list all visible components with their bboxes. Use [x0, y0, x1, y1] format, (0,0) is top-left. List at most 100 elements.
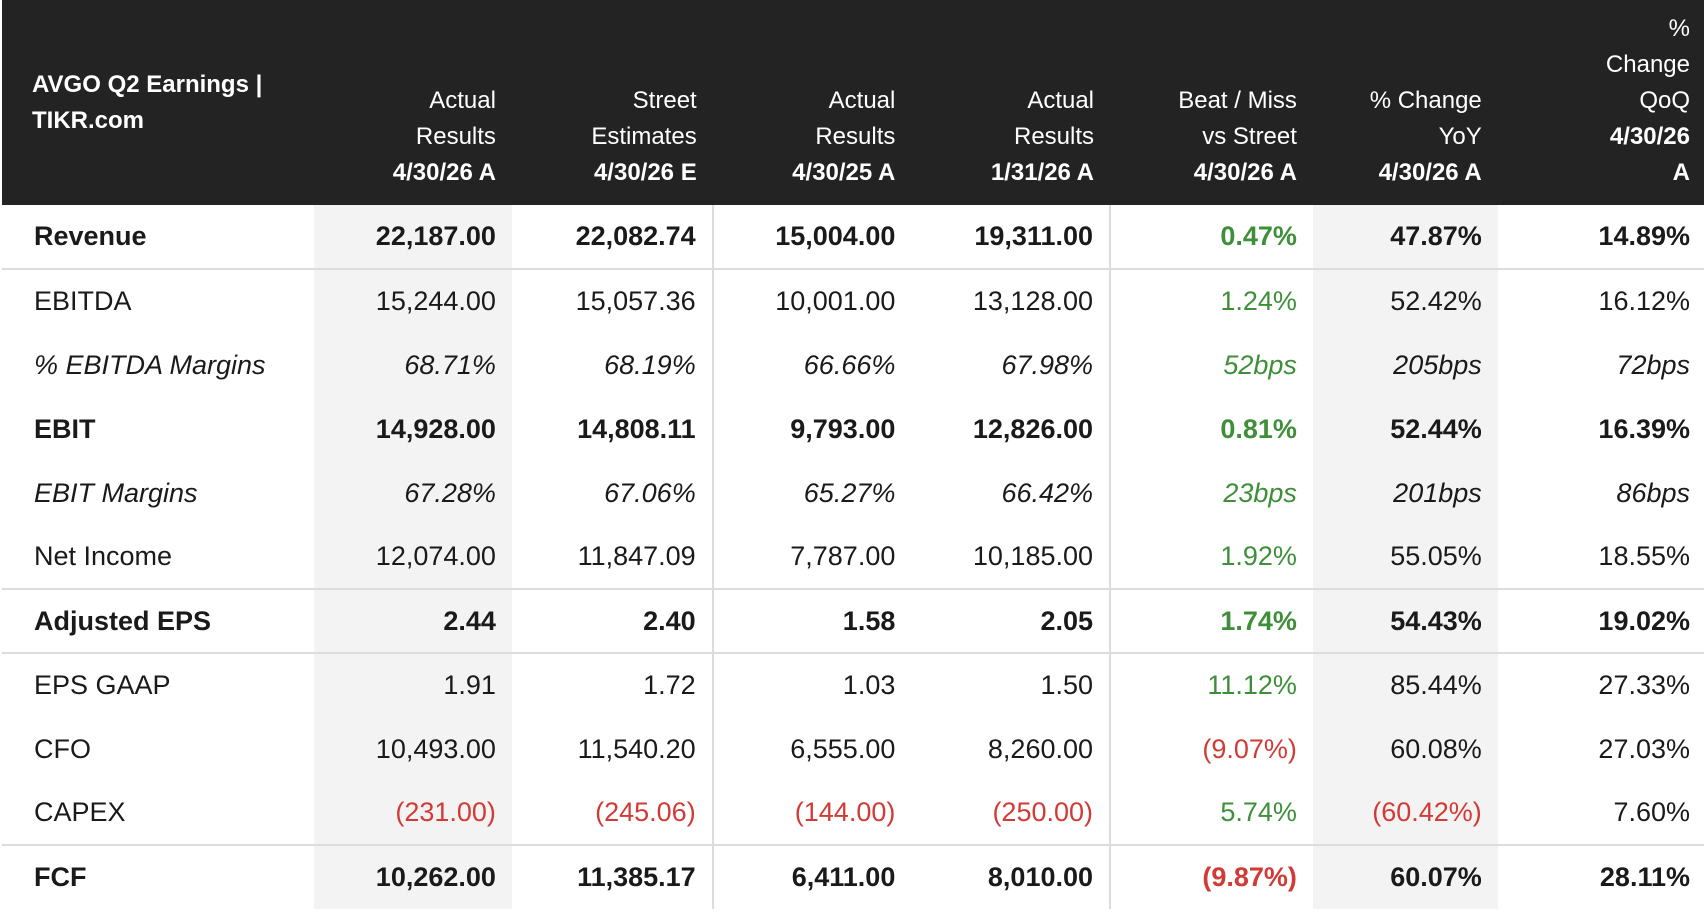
row-label: % EBITDA Margins: [34, 349, 266, 380]
table-cell: 15,004.00: [712, 205, 912, 270]
column-header-date: 4/30/26 A: [392, 159, 496, 186]
table-cell: 16.39%: [1598, 413, 1690, 444]
table-cell: 1.92%: [1110, 525, 1313, 590]
table-cell: 67.98%: [911, 333, 1112, 397]
column-header-line: Estimates: [591, 123, 697, 150]
table-cell: 15,244.00: [314, 269, 512, 333]
row-label: EPS GAAP: [34, 670, 171, 700]
table-cell: 5.74%: [1110, 781, 1313, 846]
table-cell: 8,260.00: [911, 717, 1112, 781]
table-cell: 10,493.00: [314, 717, 512, 781]
table-cell: 1.03: [842, 670, 896, 700]
table-cell: 65.27%: [803, 477, 896, 508]
table-row-adjusted-eps: Adjusted EPS 2.44 2.40 1.58 2.05 1.74% 54.43% 1…: [2, 589, 1704, 654]
column-header-line: Street: [632, 87, 697, 114]
table-cell: 67.28%: [314, 461, 512, 525]
table-cell: 1.24%: [1220, 286, 1297, 316]
table-title-line1: AVGO Q2 Earnings |: [32, 70, 263, 98]
table-cell: 18.55%: [1497, 525, 1704, 590]
table-cell: (144.00): [712, 781, 912, 846]
column-header-date: 4/30/26: [1609, 123, 1690, 150]
row-label: Revenue: [2, 205, 315, 270]
table-cell: 205bps: [1312, 333, 1498, 397]
column-header-date: A: [1672, 159, 1690, 186]
table-cell: 52bps: [1223, 349, 1297, 380]
table-cell: 52.42%: [1312, 269, 1498, 333]
table-cell: 8,010.00: [911, 845, 1112, 909]
column-header-line: % Change: [1369, 87, 1482, 114]
table-cell: 12,826.00: [911, 397, 1112, 461]
column-header-date: 4/30/26 E: [593, 159, 697, 186]
table-cell: 1.91: [314, 653, 512, 717]
table-cell: 2.40: [511, 589, 714, 654]
table-cell: 1.72: [511, 653, 714, 717]
table-cell: 6,411.00: [791, 862, 896, 892]
table-row-eps-gaap: EPS GAAP 1.91 1.72 1.03 1.50 11.12% 85.44% 27.3…: [2, 653, 1704, 717]
column-header-change-qoq: % Change QoQ 4/30/26 A: [1498, 0, 1704, 205]
table-cell: 14.89%: [1497, 205, 1704, 270]
row-label: FCF: [34, 862, 87, 892]
column-header-line: Actual: [828, 87, 896, 114]
table-cell: 6,555.00: [790, 733, 896, 764]
table-row-cfo: CFO 10,493.00 11,540.20 6,555.00 8,260.00 (9.…: [2, 717, 1704, 781]
table-cell: 52.44%: [1312, 397, 1498, 461]
table-row-ebitda-margins: % EBITDA Margins 68.71% 68.19% 66.66% 67.98%…: [2, 333, 1704, 397]
row-label: EBIT: [34, 413, 96, 444]
table-cell: 54.43%: [1312, 589, 1498, 654]
column-header-line: YoY: [1438, 123, 1482, 150]
table-cell: 86bps: [1616, 477, 1690, 508]
table-cell: 11,540.20: [511, 717, 714, 781]
table-row-fcf: FCF 10,262.00 11,385.17 6,411.00 8,010.00 (9.…: [2, 845, 1704, 909]
column-header-line: Actual: [1027, 87, 1095, 114]
table-cell: 201bps: [1312, 461, 1498, 525]
table-cell: 68.19%: [511, 333, 714, 397]
table-cell: 19,311.00: [911, 205, 1112, 270]
table-cell: 67.06%: [511, 461, 714, 525]
table-cell: 66.66%: [803, 349, 896, 380]
table-cell: 10,262.00: [314, 845, 512, 909]
column-header-line: %: [1668, 15, 1690, 42]
row-label: Adjusted EPS: [2, 589, 315, 654]
table-cell: (9.87%): [1202, 862, 1297, 892]
header-row: AVGO Q2 Earnings | TIKR.com Actual Resul…: [2, 0, 1704, 205]
table-cell: 2.44: [314, 589, 512, 654]
table-cell: 1.50: [911, 653, 1112, 717]
table-cell: 27.03%: [1598, 733, 1690, 764]
table-row-ebit-margins: EBIT Margins 67.28% 67.06% 65.27% 66.42% 23bp…: [2, 461, 1704, 525]
table-cell: 2.05: [911, 589, 1112, 654]
table-cell: 0.81%: [1220, 413, 1297, 444]
table-cell: 13,128.00: [911, 269, 1112, 333]
table-cell: 14,928.00: [314, 397, 512, 461]
table-cell: 72bps: [1616, 349, 1690, 380]
row-label: CAPEX: [2, 781, 315, 846]
table-cell: 68.71%: [314, 333, 512, 397]
table-cell: 11,385.17: [511, 845, 714, 909]
column-header-line: Results: [815, 123, 896, 150]
column-header-actual-q1-26: Actual Results 1/31/26 A: [911, 0, 1110, 205]
table-cell: 27.33%: [1598, 670, 1690, 700]
column-header-line: Results: [415, 123, 496, 150]
column-header-actual-q2-26: Actual Results 4/30/26 A: [314, 0, 512, 205]
column-header-street-estimates: Street Estimates 4/30/26 E: [512, 0, 713, 205]
column-header-line: Actual: [429, 87, 496, 114]
table-cell: (245.06): [511, 781, 714, 846]
row-label: CFO: [34, 733, 91, 764]
table-cell: (9.07%): [1202, 733, 1297, 764]
column-header-date: 4/30/26 A: [1193, 159, 1297, 186]
table-cell: 66.42%: [911, 461, 1112, 525]
table-cell: 7.60%: [1497, 781, 1704, 846]
table-cell: 0.47%: [1110, 205, 1313, 270]
table-row-ebit: EBIT 14,928.00 14,808.11 9,793.00 12,826.00 0…: [2, 397, 1704, 461]
row-label: Net Income: [2, 525, 315, 590]
table-row-net-income: Net Income 12,074.00 11,847.09 7,787.00 10,1…: [2, 525, 1704, 590]
column-header-line: Change: [1605, 51, 1690, 78]
table-cell: 19.02%: [1497, 589, 1704, 654]
table-cell: 85.44%: [1312, 653, 1498, 717]
column-header-change-yoy: % Change YoY 4/30/26 A: [1313, 0, 1498, 205]
column-header-date: 1/31/26 A: [990, 159, 1095, 186]
row-label: EBITDA: [34, 286, 132, 316]
table-cell: 22,082.74: [511, 205, 714, 270]
table-cell: 12,074.00: [314, 525, 512, 590]
table-cell: 9,793.00: [790, 413, 896, 444]
